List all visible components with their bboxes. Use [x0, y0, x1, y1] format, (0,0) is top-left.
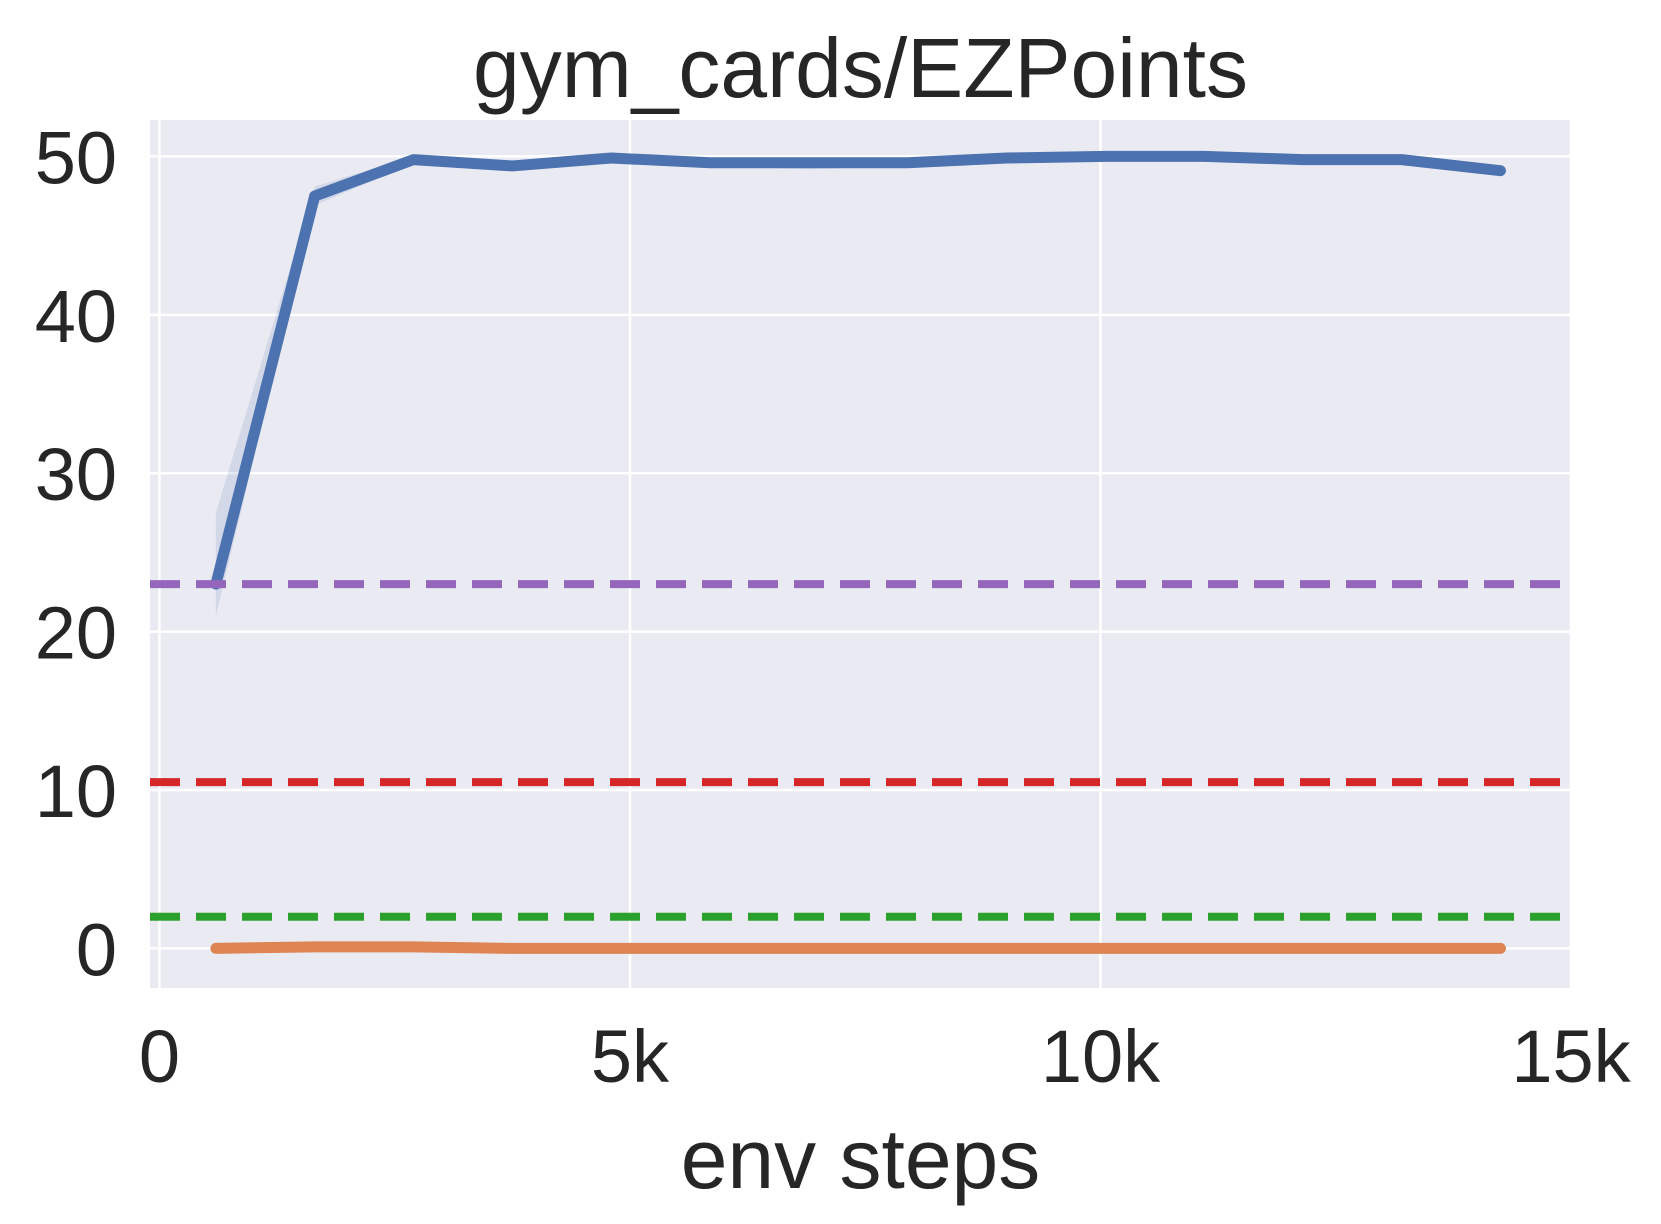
series-layer — [150, 150, 1571, 954]
series-line-1 — [210, 150, 1506, 590]
x-tick-label: 15k — [1511, 1015, 1631, 1098]
x-tick-label: 10k — [1041, 1015, 1161, 1098]
y-tick-label: 50 — [35, 116, 117, 199]
x-tick-label: 0 — [139, 1015, 180, 1098]
y-tick-label: 0 — [76, 908, 117, 991]
y-tick-label: 40 — [35, 275, 117, 358]
chart-title: gym_cards/EZPoints — [473, 21, 1248, 115]
plot-area — [150, 120, 1571, 988]
y-axis-ticks: 0 10 20 30 40 50 — [35, 116, 117, 991]
y-tick-label: 10 — [35, 750, 117, 833]
y-tick-label: 30 — [35, 433, 117, 516]
x-tick-label: 5k — [591, 1015, 670, 1098]
y-tick-label: 20 — [35, 592, 117, 675]
x-axis-ticks: 0 5k 10k 15k — [139, 1015, 1632, 1098]
x-axis-label: env steps — [681, 1112, 1041, 1206]
grid-lines — [150, 120, 1573, 988]
series-line-2 — [210, 941, 1506, 954]
